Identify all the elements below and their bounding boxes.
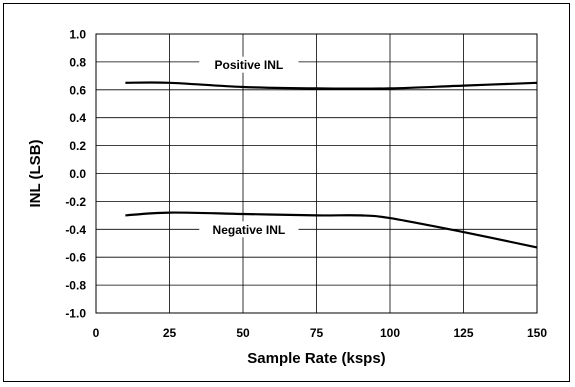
x-tick-label: 25 (163, 326, 177, 340)
y-tick-label: 0.6 (69, 83, 86, 97)
y-tick-label: 0.2 (69, 139, 86, 153)
y-tick-label: 0.8 (69, 55, 86, 69)
y-tick-label: -0.2 (65, 195, 86, 209)
series-labels: Positive INL Negative INL (199, 56, 299, 238)
y-tick-label: -0.4 (65, 223, 86, 237)
series-line-positive-inl (125, 81, 538, 90)
x-tick-label: 125 (453, 326, 473, 340)
grid (95, 33, 538, 314)
y-tick-label: -0.8 (65, 279, 86, 293)
y-tick-label: 0.4 (69, 111, 86, 125)
y-tick-label: -0.6 (65, 251, 86, 265)
y-axis-label: INL (LSB) (27, 139, 44, 207)
plot-area (95, 33, 538, 314)
tick-labels: 1.0 0.8 0.6 0.4 0.2 0.0 -0.2 -0.4 -0.6 -0.8 -1.0 0 2… (65, 28, 547, 341)
x-tick-label: 100 (380, 326, 400, 340)
x-axis-label: Sample Rate (ksps) (247, 350, 385, 367)
series-annotation: Negative INL (213, 223, 286, 237)
x-tick-label: 75 (310, 326, 324, 340)
series-line-negative-inl (125, 211, 538, 249)
series-layer (125, 81, 538, 249)
annotation-bg (199, 221, 299, 238)
y-tick-label: 1.0 (69, 28, 86, 42)
x-tick-label: 150 (527, 326, 547, 340)
y-tick-label: -1.0 (65, 307, 86, 321)
x-tick-label: 50 (236, 326, 250, 340)
y-tick-label: 0.0 (69, 167, 86, 181)
annotation-bg (199, 56, 299, 73)
series-annotation: Positive INL (215, 58, 284, 72)
x-tick-label: 0 (93, 326, 100, 340)
